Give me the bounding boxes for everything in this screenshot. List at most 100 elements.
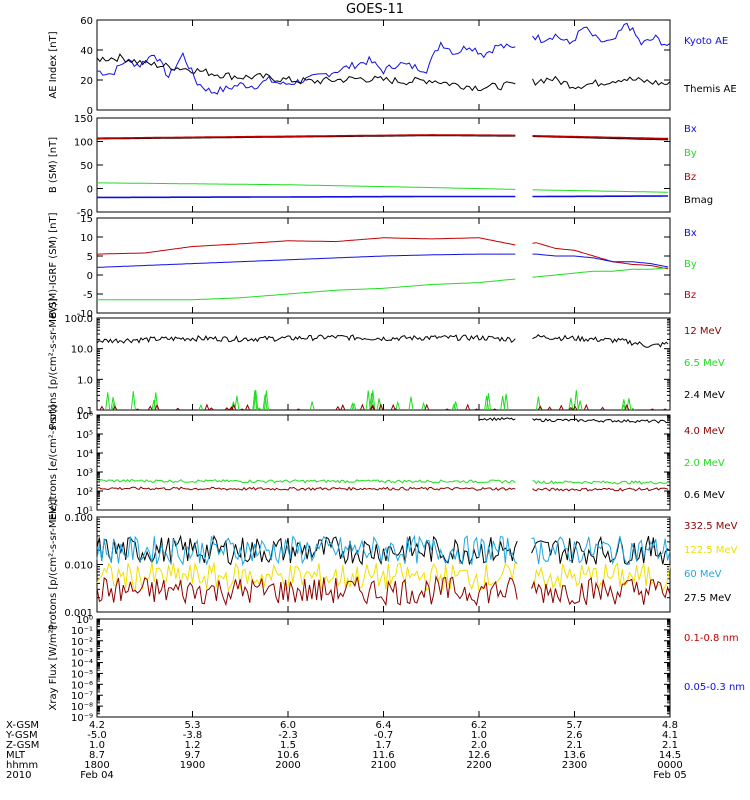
panel-frame bbox=[96, 618, 671, 718]
spike-protons1-1 bbox=[451, 403, 457, 411]
ytick-label: 150 bbox=[74, 114, 93, 125]
spike-protons1-1 bbox=[252, 390, 258, 411]
spike-protons1-1 bbox=[408, 396, 414, 411]
ytick-label: 10⁻⁸ bbox=[71, 702, 93, 713]
xaxis-value: 2.1 bbox=[662, 740, 678, 751]
spike-protons1-2 bbox=[558, 404, 564, 411]
ytick-label: 10⁻⁷ bbox=[71, 691, 93, 702]
ytick-label: 10³ bbox=[76, 468, 93, 479]
spike-protons1-2 bbox=[359, 403, 365, 411]
xaxis-value: 2.1 bbox=[567, 740, 583, 751]
legend-bsm-3: Bmag bbox=[684, 195, 713, 206]
ytick-label: 100.0 bbox=[64, 314, 93, 325]
series-protons2-2 bbox=[531, 562, 671, 592]
xaxis-value: 0000 bbox=[657, 760, 682, 771]
series-protons2-1 bbox=[96, 534, 518, 567]
ytick-label: 10⁶ bbox=[76, 411, 93, 422]
xaxis-value: 2000 bbox=[275, 760, 300, 771]
legend-ae-1: Themis AE bbox=[683, 84, 737, 95]
legend-protons1-1: 6.5 MeV bbox=[684, 358, 725, 369]
panel-bsm: -50 0 50 100 150 B (SM) [nT] Bx By Bz Bmag bbox=[48, 114, 713, 219]
ytick-label: 20 bbox=[80, 76, 93, 87]
panel-frame bbox=[96, 217, 671, 314]
xaxis-value: -2.3 bbox=[278, 730, 298, 741]
xaxis-value: 4.2 bbox=[89, 720, 105, 731]
spike-protons1-2 bbox=[537, 405, 543, 411]
spike-protons1-1 bbox=[151, 399, 157, 411]
ytick-label: 10⁰ bbox=[76, 615, 93, 626]
series-protons1-0 bbox=[532, 333, 669, 348]
xaxis-value: 2.6 bbox=[567, 730, 583, 741]
xaxis-value: -0.7 bbox=[374, 730, 394, 741]
spike-protons1-2 bbox=[568, 406, 574, 411]
spike-protons1-2 bbox=[474, 408, 479, 411]
ytick-label: 10⁻³ bbox=[71, 648, 93, 659]
spike-protons1-1 bbox=[503, 393, 509, 411]
series-electrons-0 bbox=[478, 416, 516, 422]
xaxis-value: 1.2 bbox=[185, 740, 201, 751]
ytick-label: 0.1 bbox=[77, 406, 93, 417]
ytick-label: 50 bbox=[80, 161, 93, 172]
xaxis-value: 5.3 bbox=[185, 720, 201, 731]
panel-protons1: 0.1 1.0 10.0 100.0 Protons [p/(cm²-s-sr-MeV)… bbox=[48, 298, 725, 430]
xaxis-value: 10.6 bbox=[277, 750, 299, 761]
spike-protons1-1 bbox=[535, 396, 541, 411]
spike-protons1-1 bbox=[262, 394, 268, 411]
spike-protons1-1 bbox=[365, 390, 371, 411]
spike-protons1-1 bbox=[453, 401, 459, 411]
series-electrons-1 bbox=[532, 480, 669, 485]
legend-bigrf-1: By bbox=[684, 259, 697, 270]
legend-electrons-2: 0.6 MeV bbox=[684, 490, 725, 501]
xaxis-value: 14.5 bbox=[659, 750, 681, 761]
spike-protons1-2 bbox=[245, 403, 250, 411]
ytick-label: 40 bbox=[80, 46, 93, 57]
spike-protons1-1 bbox=[568, 397, 574, 411]
legend-bsm-2: Bz bbox=[684, 172, 696, 183]
xaxis-row-label: Z-GSM bbox=[6, 740, 39, 751]
ytick-label: 10⁻⁴ bbox=[71, 659, 93, 670]
spike-protons1-2 bbox=[154, 403, 160, 411]
ylabel: AE Index [nT] bbox=[48, 31, 59, 98]
plot-title: GOES-11 bbox=[346, 2, 404, 17]
series-bsm-2 bbox=[97, 182, 516, 190]
spike-protons1-2 bbox=[231, 403, 237, 411]
spike-protons1-2 bbox=[135, 408, 140, 411]
legend-bsm-1: By bbox=[684, 148, 697, 159]
ytick-label: 10⁻⁹ bbox=[71, 713, 93, 724]
ytick-label: 10.0 bbox=[71, 345, 93, 356]
spike-protons1-2 bbox=[393, 408, 398, 411]
series-bigrf-0 bbox=[97, 237, 516, 255]
spike-protons1-1 bbox=[105, 392, 111, 411]
ytick-label: 0.010 bbox=[64, 561, 93, 572]
ytick-label: 10¹ bbox=[76, 506, 93, 517]
xaxis-value: 1.5 bbox=[280, 740, 296, 751]
spike-protons1-2 bbox=[444, 408, 450, 411]
xaxis-value: 2200 bbox=[466, 760, 491, 771]
xaxis-value: 4.1 bbox=[662, 730, 678, 741]
spike-protons1-2 bbox=[624, 403, 630, 411]
series-ae-1 bbox=[532, 75, 671, 90]
spike-protons1-2 bbox=[340, 403, 346, 411]
spike-protons1-1 bbox=[309, 401, 315, 411]
legend-protons2-3: 27.5 MeV bbox=[684, 593, 731, 604]
xaxis-value: 12.6 bbox=[468, 750, 490, 761]
panel-bigrf: -10 -5 0 5 10 15 B(SM)-IGRF (SM) [nT] Bx By Bz bbox=[48, 212, 697, 320]
series-ae-0 bbox=[532, 22, 671, 46]
spike-protons1-1 bbox=[263, 390, 269, 411]
legend-xray-0: 0.1-0.8 nm bbox=[684, 633, 739, 644]
series-protons1-0 bbox=[96, 334, 516, 344]
xaxis-value: 6.4 bbox=[376, 720, 392, 731]
xaxis-value: 1.7 bbox=[376, 740, 392, 751]
xaxis-value: 2.0 bbox=[471, 740, 487, 751]
spike-protons1-2 bbox=[147, 405, 153, 411]
ytick-label: 0.001 bbox=[64, 608, 93, 619]
legend-bsm-0: Bx bbox=[684, 124, 697, 135]
legend-protons2-0: 332.5 MeV bbox=[684, 521, 738, 532]
series-electrons-2 bbox=[96, 486, 516, 491]
spike-protons1-1 bbox=[234, 395, 240, 411]
ytick-label: 10⁻⁵ bbox=[71, 669, 93, 680]
xaxis-row-label: MLT bbox=[6, 750, 26, 761]
spike-protons1-1 bbox=[630, 407, 636, 411]
